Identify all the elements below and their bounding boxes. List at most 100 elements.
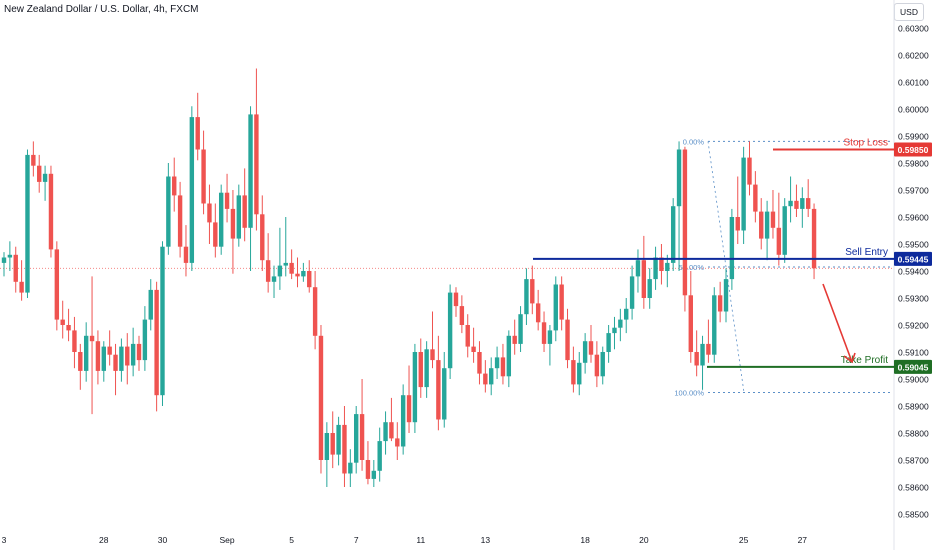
- candle: [436, 335, 441, 431]
- candle-body: [13, 254, 18, 282]
- arrow-head: [843, 352, 856, 364]
- candle-body: [665, 262, 670, 271]
- candle: [283, 217, 288, 277]
- x-tick-label: 18: [580, 535, 590, 545]
- candle-body: [782, 206, 787, 255]
- candle: [119, 338, 124, 382]
- candle-body: [37, 165, 42, 182]
- candle: [400, 384, 406, 455]
- candle: [788, 176, 793, 223]
- y-tick-label: 0.59600: [898, 213, 929, 223]
- x-tick-label: 11: [416, 535, 425, 545]
- candle-body: [383, 422, 388, 442]
- sell-entry-label: Sell Entry: [845, 247, 888, 258]
- candle: [641, 235, 647, 309]
- stop-loss-price-tag: [894, 142, 932, 157]
- x-tick-label: 5: [289, 535, 294, 545]
- take-profit-price-tag: [894, 359, 932, 374]
- candle-body: [606, 333, 611, 352]
- candle-body: [19, 281, 24, 293]
- candle-body: [359, 414, 365, 460]
- candle: [37, 154, 42, 193]
- candle: [142, 306, 148, 371]
- candle: [54, 241, 60, 331]
- stop-loss-price-label: 0.59850: [898, 145, 929, 155]
- candle: [800, 187, 805, 228]
- sell-entry-price-label: 0.59445: [898, 254, 929, 264]
- candle-body: [101, 346, 106, 371]
- candle: [805, 179, 811, 217]
- candle: [289, 249, 294, 280]
- candle: [759, 198, 764, 250]
- fib-retracement: 0.00% 50.00% 100.00%: [674, 137, 893, 398]
- candle: [670, 198, 676, 271]
- y-tick-label: 0.59700: [898, 186, 929, 196]
- candle-body: [764, 211, 770, 239]
- candle-body: [635, 260, 641, 277]
- candle: [424, 341, 429, 398]
- candle: [571, 346, 576, 393]
- candle-body: [95, 341, 101, 371]
- candle: [665, 254, 670, 288]
- candle-body: [759, 211, 764, 239]
- candle-body: [483, 373, 488, 385]
- candle: [430, 311, 435, 369]
- candle: [606, 325, 611, 363]
- candle-body: [506, 335, 512, 377]
- candle: [371, 460, 377, 487]
- candle: [489, 357, 494, 396]
- candle-body: [465, 325, 470, 347]
- candle-body: [582, 341, 588, 363]
- candle-body: [577, 362, 582, 385]
- candle: [618, 308, 623, 342]
- candle-body: [189, 117, 195, 263]
- candle-body: [682, 149, 688, 296]
- x-tick-label: Sep: [219, 535, 234, 545]
- candle-body: [312, 287, 318, 336]
- candle-body: [130, 343, 136, 366]
- candle-body: [712, 295, 717, 355]
- candle: [277, 227, 283, 290]
- candle-body: [794, 200, 799, 209]
- x-tick-label: 28: [99, 535, 109, 545]
- candle-body: [224, 192, 230, 209]
- candle: [312, 271, 318, 350]
- y-tick-label: 0.60300: [898, 24, 929, 34]
- candle: [735, 176, 740, 244]
- candle-body: [770, 211, 776, 228]
- candle: [582, 333, 588, 374]
- candle: [125, 333, 130, 385]
- candle-body: [113, 354, 118, 371]
- candle-body: [588, 341, 594, 355]
- candle: [629, 265, 635, 320]
- candle-body: [365, 460, 371, 479]
- candle: [72, 316, 77, 369]
- candle: [172, 157, 177, 212]
- candle-body: [354, 414, 359, 463]
- candle: [477, 341, 482, 385]
- y-tick-label: 0.59200: [898, 321, 929, 331]
- candle: [89, 276, 95, 415]
- candle-body: [154, 289, 159, 396]
- candle-body: [624, 308, 629, 320]
- candle-body: [172, 176, 177, 196]
- candle-body: [559, 284, 564, 320]
- candle: [459, 295, 465, 334]
- candle: [13, 246, 18, 293]
- y-tick-label: 0.59500: [898, 240, 929, 250]
- candle-body: [459, 306, 465, 325]
- candle: [723, 268, 729, 323]
- candle: [66, 308, 71, 342]
- candle-body: [477, 352, 482, 374]
- candle-body: [706, 343, 711, 355]
- candle-body: [735, 217, 740, 231]
- fib-label: 100.00%: [674, 389, 704, 398]
- candle-body: [800, 198, 805, 209]
- candle-body: [301, 271, 306, 277]
- candle-body: [207, 203, 212, 223]
- y-tick-label: 0.58500: [898, 510, 929, 520]
- y-tick-label: 0.59100: [898, 348, 929, 358]
- candle: [565, 308, 570, 369]
- candle-body: [271, 276, 277, 282]
